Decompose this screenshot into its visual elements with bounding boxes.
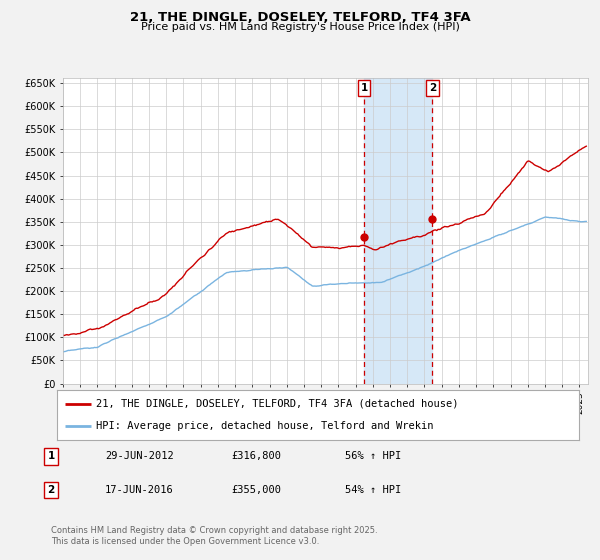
Text: Price paid vs. HM Land Registry's House Price Index (HPI): Price paid vs. HM Land Registry's House … [140,22,460,32]
Text: 2: 2 [429,83,436,93]
Text: 54% ↑ HPI: 54% ↑ HPI [345,485,401,495]
Text: Contains HM Land Registry data © Crown copyright and database right 2025.
This d: Contains HM Land Registry data © Crown c… [51,526,377,546]
Text: £316,800: £316,800 [231,451,281,461]
Text: 2: 2 [47,485,55,495]
Text: £355,000: £355,000 [231,485,281,495]
Text: HPI: Average price, detached house, Telford and Wrekin: HPI: Average price, detached house, Telf… [96,421,434,431]
Text: 17-JUN-2016: 17-JUN-2016 [105,485,174,495]
Text: 1: 1 [47,451,55,461]
Text: 1: 1 [361,83,368,93]
Text: 21, THE DINGLE, DOSELEY, TELFORD, TF4 3FA: 21, THE DINGLE, DOSELEY, TELFORD, TF4 3F… [130,11,470,24]
Text: 21, THE DINGLE, DOSELEY, TELFORD, TF4 3FA (detached house): 21, THE DINGLE, DOSELEY, TELFORD, TF4 3F… [96,399,458,409]
Text: 29-JUN-2012: 29-JUN-2012 [105,451,174,461]
Bar [364,78,433,384]
Text: 56% ↑ HPI: 56% ↑ HPI [345,451,401,461]
